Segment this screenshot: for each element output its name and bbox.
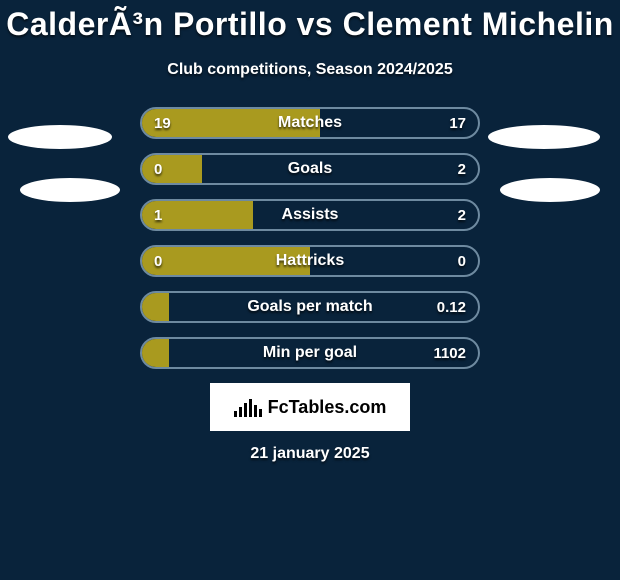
- metric-label: Goals per match: [142, 293, 478, 321]
- metric-row: Goals per match0.12: [0, 291, 620, 323]
- metric-value-right: 17: [449, 109, 466, 137]
- metric-bar-track: Hattricks00: [140, 245, 480, 277]
- metric-row: Hattricks00: [0, 245, 620, 277]
- metric-row: Min per goal1102: [0, 337, 620, 369]
- metric-bar-left: [142, 293, 169, 321]
- metric-bar-left: [142, 339, 169, 367]
- page-title: CalderÃ³n Portillo vs Clement Michelin: [0, 0, 620, 43]
- logo-bars-icon: [234, 397, 262, 417]
- metric-bar-track: Matches1917: [140, 107, 480, 139]
- metric-value-right: 0: [458, 247, 466, 275]
- metric-value-right: 0.12: [437, 293, 466, 321]
- player-right-ellipse-1: [488, 125, 600, 149]
- page-subtitle: Club competitions, Season 2024/2025: [0, 61, 620, 79]
- metric-value-left: 1: [154, 201, 162, 229]
- metric-bar-track: Assists12: [140, 199, 480, 231]
- player-left-ellipse-1: [8, 125, 112, 149]
- metric-value-left: 0: [154, 247, 162, 275]
- source-logo: FcTables.com: [210, 383, 410, 431]
- infographic-date: 21 january 2025: [0, 445, 620, 463]
- metric-value-left: 19: [154, 109, 171, 137]
- metric-value-right: 2: [458, 201, 466, 229]
- chart-area: Matches1917Goals02Assists12Hattricks00Go…: [0, 107, 620, 463]
- metric-value-left: 0: [154, 155, 162, 183]
- player-left-ellipse-2: [20, 178, 120, 202]
- metric-bar-left: [142, 155, 202, 183]
- metric-value-right: 1102: [433, 339, 466, 367]
- metric-row: Assists12: [0, 199, 620, 231]
- metric-bar-track: Min per goal1102: [140, 337, 480, 369]
- metric-bar-track: Goals per match0.12: [140, 291, 480, 323]
- comparison-infographic: CalderÃ³n Portillo vs Clement Michelin C…: [0, 0, 620, 580]
- logo-text: FcTables.com: [268, 397, 387, 418]
- metric-value-right: 2: [458, 155, 466, 183]
- player-right-ellipse-2: [500, 178, 600, 202]
- metric-bar-left: [142, 247, 310, 275]
- metric-bar-track: Goals02: [140, 153, 480, 185]
- metric-label: Min per goal: [142, 339, 478, 367]
